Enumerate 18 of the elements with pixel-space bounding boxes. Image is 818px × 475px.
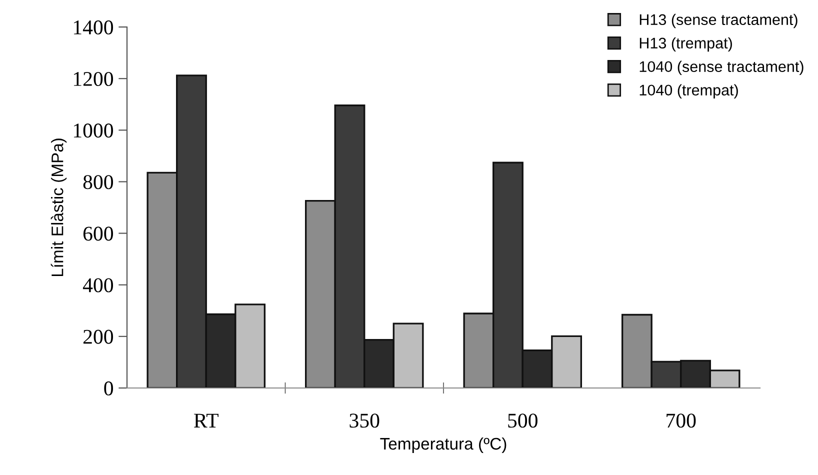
y-tick-label: 1000	[74, 124, 114, 138]
x-tick-label: 350	[350, 414, 380, 428]
x-tick-label: RT	[194, 414, 218, 428]
x-tick-label: 500	[508, 414, 538, 428]
x-tick-label: 700	[666, 414, 696, 428]
legend-label: H13 (trempat)	[640, 37, 732, 52]
y-tick-label: 600	[83, 226, 114, 241]
y-tick-label: 400	[82, 278, 114, 292]
legend-label: H13 (sense tractament)	[640, 14, 798, 28]
y-tick-label: 1400	[74, 20, 114, 34]
y-tick-label: 1200	[74, 72, 114, 86]
legend-label: 1040 (trempat)	[640, 84, 738, 99]
y-tick-label: 0	[104, 381, 114, 396]
legend-label: 1040 (sense tractament)	[640, 60, 804, 76]
y-axis-title: Límit Elàstic (MPa)	[50, 138, 67, 276]
y-tick-label: 800	[83, 175, 114, 190]
y-tick-label: 200	[83, 330, 114, 344]
x-axis-title: Temperatura (ºC)	[380, 437, 506, 453]
